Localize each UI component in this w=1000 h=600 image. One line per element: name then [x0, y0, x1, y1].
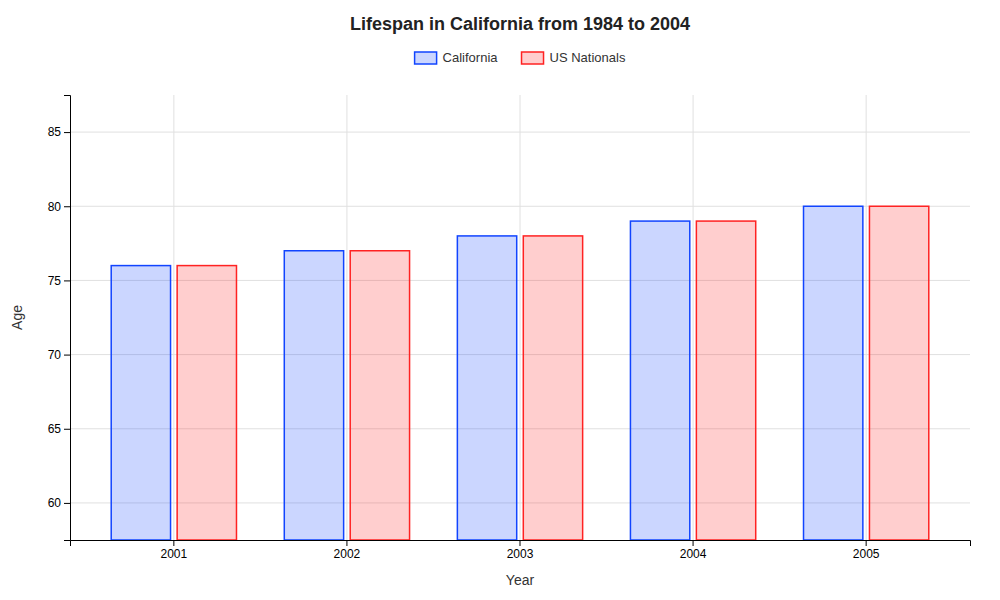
- tick-label: 75: [48, 274, 62, 288]
- legend-swatch: [522, 52, 544, 64]
- tick-mark: [520, 540, 521, 546]
- tick-mark: [64, 132, 70, 133]
- legend-label: US Nationals: [550, 50, 626, 65]
- y-axis: 60 65 70 75 80 85: [48, 96, 71, 541]
- grid-line: [173, 95, 174, 540]
- grid-line: [866, 95, 867, 540]
- chart: 2001 2002 2003 2004 2005 60 65 70 75 80 85 Year Age L…: [0, 0, 1000, 600]
- tick-mark: [866, 540, 867, 546]
- tick: 60: [48, 496, 70, 510]
- bar: [177, 266, 236, 540]
- grid-line: [693, 95, 694, 540]
- tick-label: 2001: [160, 547, 187, 561]
- legend-label: California: [443, 50, 499, 65]
- tick-label: 70: [48, 348, 62, 362]
- x-axis-title: Year: [506, 572, 535, 588]
- bars: [111, 206, 929, 540]
- bar: [350, 251, 409, 540]
- plot-area: 2001 2002 2003 2004 2005 60 65 70 75 80 85: [48, 95, 971, 561]
- tick-label: 2004: [680, 547, 707, 561]
- bar: [869, 206, 928, 540]
- bar: [457, 236, 516, 540]
- tick: 80: [48, 200, 70, 214]
- tick: 2002: [334, 540, 361, 561]
- axis-line: [64, 96, 71, 541]
- tick: 2003: [507, 540, 534, 561]
- tick-label: 65: [48, 422, 62, 436]
- tick-mark: [64, 429, 70, 430]
- tick-label: 80: [48, 200, 62, 214]
- tick: 2004: [680, 540, 707, 561]
- tick-mark: [64, 206, 70, 207]
- bar: [284, 251, 343, 540]
- legend: California US Nationals: [415, 50, 626, 65]
- bar-series: [111, 206, 863, 540]
- tick-mark: [64, 280, 70, 281]
- bar-series: [177, 206, 929, 540]
- tick: 85: [48, 125, 70, 139]
- bar: [111, 266, 170, 540]
- legend-item: California: [415, 50, 499, 65]
- grid-line: [346, 95, 347, 540]
- bar: [696, 221, 755, 540]
- tick-label: 60: [48, 496, 62, 510]
- tick-mark: [346, 540, 347, 546]
- grid: [70, 95, 970, 540]
- y-axis-title: Age: [9, 305, 25, 330]
- legend-item: US Nationals: [522, 50, 626, 65]
- legend-swatch: [415, 52, 437, 64]
- tick-label: 2005: [853, 547, 880, 561]
- tick: 65: [48, 422, 70, 436]
- tick-mark: [173, 540, 174, 546]
- tick: 75: [48, 274, 70, 288]
- tick-label: 2002: [334, 547, 361, 561]
- bar: [630, 221, 689, 540]
- bar: [804, 206, 863, 540]
- tick-label: 85: [48, 125, 62, 139]
- tick: 2005: [853, 540, 880, 561]
- axis-line: [71, 541, 971, 547]
- tick-mark: [64, 355, 70, 356]
- tick-mark: [693, 540, 694, 546]
- tick-mark: [64, 503, 70, 504]
- tick-label: 2003: [507, 547, 534, 561]
- bar: [523, 236, 582, 540]
- x-axis: 2001 2002 2003 2004 2005: [71, 540, 971, 561]
- tick: 70: [48, 348, 70, 362]
- grid-line: [520, 95, 521, 540]
- tick: 2001: [160, 540, 187, 561]
- title: Lifespan in California from 1984 to 2004: [350, 14, 690, 34]
